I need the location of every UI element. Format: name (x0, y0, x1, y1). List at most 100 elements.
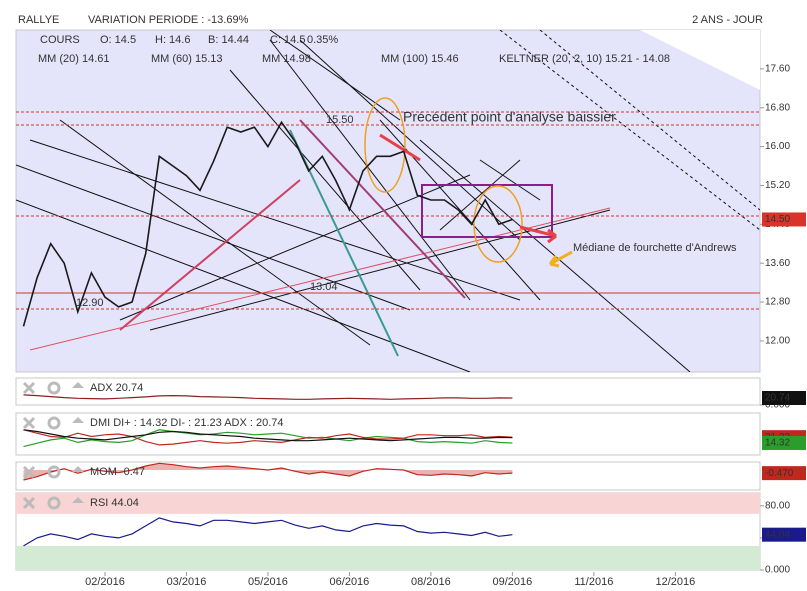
trend-line (439, 159, 521, 231)
settings-icon (47, 496, 61, 510)
y-tick-label: 13.60 (765, 258, 790, 269)
plot (23, 462, 513, 481)
series-line (23, 394, 513, 400)
panel-bg (15, 461, 761, 491)
band (16, 493, 760, 514)
x-tick-label: 03/2016 (167, 576, 207, 588)
trend-line (16, 199, 471, 372)
value-tag-label: 14.50 (765, 214, 790, 225)
settings-icon (47, 416, 61, 430)
close-icon (22, 496, 36, 510)
value-tag-label: 44.04 (765, 529, 790, 540)
trend-line (59, 119, 371, 346)
trend-line (299, 39, 521, 241)
value-tag (762, 435, 806, 450)
x-tick-label: 06/2016 (330, 576, 370, 588)
annotation: 12.90 (76, 297, 104, 309)
settings-icon (47, 381, 61, 395)
y-tick-label: 12.00 (765, 336, 790, 347)
panel-bg (15, 29, 761, 373)
x-tick-label: 08/2016 (411, 576, 451, 588)
legend-label: MM 14.98 (262, 53, 311, 65)
series-line (23, 429, 513, 442)
area-segment (159, 463, 173, 470)
series-line (23, 517, 513, 547)
area-segment (485, 470, 499, 474)
value-tag (762, 212, 806, 227)
close-icon (22, 465, 36, 479)
area-segment (335, 470, 350, 476)
move-icon (72, 417, 84, 423)
y-tick-label: 16.80 (765, 102, 790, 113)
legend-label: MM (60) 15.13 (151, 53, 223, 65)
panel-title: ADX 20.74 (90, 382, 143, 394)
panel-bg (15, 412, 761, 456)
white-zone (640, 30, 760, 90)
highlight-ring (364, 97, 406, 193)
value-tag-label: 14.32 (765, 438, 790, 449)
legend-label: H: 14.6 (155, 34, 190, 46)
legend-label: MM (100) 15.46 (381, 53, 459, 65)
series-line (23, 429, 513, 446)
trend-line (269, 39, 471, 301)
settings-icon (47, 465, 61, 479)
annotation: 15.50 (326, 114, 354, 126)
legend-label: B: 14.44 (208, 34, 249, 46)
panel-title: DMI DI+ : 14.32 DI- : 21.23 ADX : 20.74 (90, 417, 284, 429)
trend-line (229, 69, 421, 291)
plot (16, 30, 760, 372)
value-tag (762, 391, 806, 406)
area-segment (417, 470, 431, 476)
panel-bg (15, 377, 761, 406)
legend-label: KELTNER (20, 2, 10) 15.21 - 14.08 (499, 53, 670, 65)
trend-line (16, 164, 411, 311)
annotation: Médiane de fourchette d'Andrews (573, 242, 737, 254)
area-segment (227, 466, 241, 470)
move-icon (72, 497, 84, 503)
series-line (23, 462, 513, 481)
arrow (548, 250, 573, 268)
plot (23, 429, 513, 448)
y-tick-label: 15.20 (765, 180, 790, 191)
period: 2 ANS - JOUR (692, 14, 763, 26)
legend-label: 0.35% (307, 34, 338, 46)
y-tick-label: 0.000 (765, 565, 790, 576)
close-icon (22, 416, 36, 430)
value-tag-label: 20.74 (765, 393, 790, 404)
band (16, 545, 760, 570)
pitch-line (119, 179, 301, 331)
trend-line (269, 30, 401, 121)
x-tick-label: 09/2016 (492, 576, 532, 588)
legend-label: COURS (40, 34, 80, 46)
trend-line (119, 174, 471, 321)
y-tick-label: 17.60 (765, 64, 790, 75)
legend-label: C: 14.5 (270, 34, 305, 46)
trend-line (479, 159, 541, 201)
x-tick-label: 02/2016 (85, 576, 125, 588)
arrow (379, 133, 557, 244)
legend-label: MM (20) 14.61 (38, 53, 110, 65)
x-tick-label: 11/2016 (574, 576, 613, 588)
x-tick-label: 05/2016 (248, 576, 288, 588)
trend-line (29, 139, 521, 301)
highlight-box (421, 184, 553, 238)
series-line (22, 120, 513, 327)
annotation: Précédent point d'analyse baissier (403, 109, 616, 125)
pitch-line (299, 119, 466, 299)
annotation: 13.04 (310, 281, 338, 293)
value-tag-label: -0.470 (765, 468, 794, 479)
variation: VARIATION PERIODE : -13.69% (88, 14, 249, 26)
highlight-ring (473, 185, 523, 263)
series-line (23, 429, 513, 448)
trend-line (539, 30, 760, 211)
y-tick-label: 80.00 (765, 500, 790, 511)
move-icon (72, 382, 84, 388)
plot (23, 517, 513, 547)
close-icon (22, 381, 36, 395)
y-tick-label: 16.00 (765, 141, 790, 152)
move-icon (72, 466, 84, 472)
area-segment (145, 463, 160, 470)
y-tick-label: 12.80 (765, 297, 790, 308)
panel-title: RSI 44.04 (90, 497, 139, 509)
